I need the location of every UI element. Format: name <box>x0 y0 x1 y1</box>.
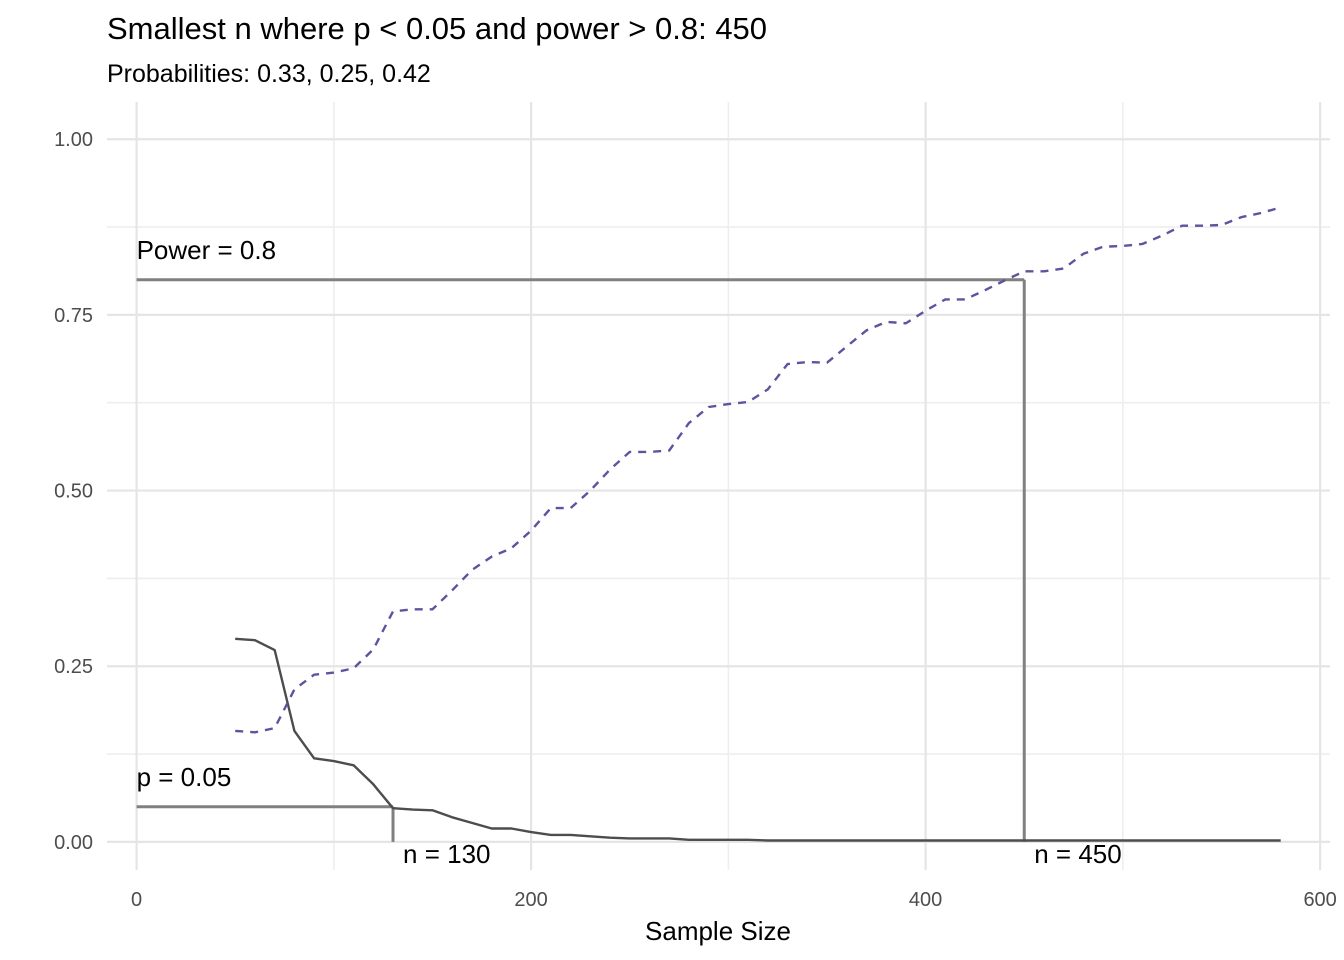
data-series <box>235 206 1282 842</box>
y-tick-label: 0.50 <box>54 481 93 503</box>
minor-gridlines <box>107 102 1330 870</box>
chart-subtitle: Probabilities: 0.33, 0.25, 0.42 <box>107 60 431 88</box>
sample-size-label: n = 130 <box>403 839 490 869</box>
y-tick-label: 0.25 <box>54 656 93 678</box>
reference-lines <box>136 278 1026 842</box>
major-gridlines <box>107 102 1330 870</box>
chart-title: Smallest n where p < 0.05 and power > 0.… <box>107 11 767 46</box>
y-axis-ticks: 0.00 0.25 0.50 0.75 1.00 <box>54 129 93 854</box>
y-tick-label: 1.00 <box>54 129 93 151</box>
x-tick-label: 400 <box>909 889 942 911</box>
x-tick-label: 200 <box>514 889 547 911</box>
power-series-line <box>235 206 1282 734</box>
reference-label: Power = 0.8 <box>137 235 276 265</box>
reference-label: p = 0.05 <box>137 762 232 792</box>
x-tick-label: 0 <box>131 889 142 911</box>
x-tick-label: 600 <box>1303 889 1336 911</box>
x-axis-ticks: 0 200 400 600 <box>131 889 1337 911</box>
y-tick-label: 0.75 <box>54 305 93 327</box>
x-axis-title: Sample Size <box>645 916 791 946</box>
annotations: Power = 0.8 n = 450 p = 0.05 n = 130 <box>137 235 1122 869</box>
sample-size-label: n = 450 <box>1034 839 1121 869</box>
y-tick-label: 0.00 <box>54 832 93 854</box>
p-value-series-line <box>235 637 1281 842</box>
